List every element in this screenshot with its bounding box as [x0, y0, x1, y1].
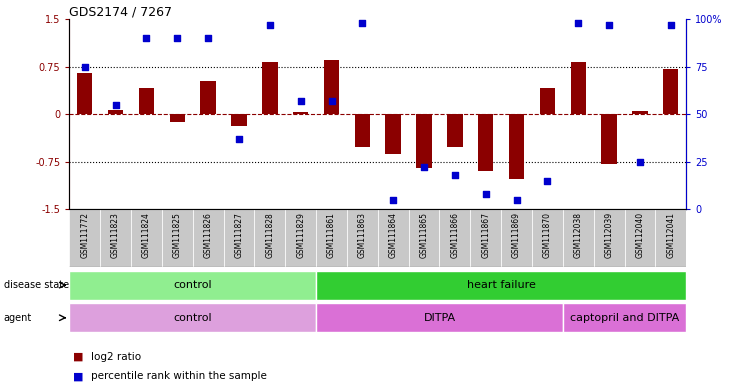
Bar: [223, 209, 255, 267]
Bar: [162, 209, 193, 267]
Bar: [193, 209, 223, 267]
Text: GSM111864: GSM111864: [388, 212, 398, 258]
Bar: [478, 114, 493, 171]
Bar: [69, 271, 316, 300]
Bar: [355, 114, 370, 147]
Point: [480, 191, 491, 197]
Text: disease state: disease state: [4, 280, 69, 290]
Bar: [532, 209, 563, 267]
Text: agent: agent: [4, 313, 32, 323]
Bar: [447, 114, 463, 147]
Bar: [100, 209, 131, 267]
Text: GSM111827: GSM111827: [234, 212, 244, 258]
Text: GSM111828: GSM111828: [265, 212, 274, 258]
Text: GSM111826: GSM111826: [204, 212, 212, 258]
Point: [388, 197, 399, 203]
Bar: [262, 62, 277, 114]
Text: percentile rank within the sample: percentile rank within the sample: [91, 371, 267, 381]
Text: GSM111824: GSM111824: [142, 212, 151, 258]
Bar: [293, 112, 308, 114]
Text: DITPA: DITPA: [423, 313, 456, 323]
Text: GSM112038: GSM112038: [574, 212, 583, 258]
Bar: [501, 209, 532, 267]
Bar: [656, 209, 686, 267]
Point: [542, 178, 553, 184]
Text: GSM111825: GSM111825: [173, 212, 182, 258]
Bar: [69, 303, 316, 332]
Text: GSM111772: GSM111772: [80, 212, 89, 258]
Bar: [385, 114, 401, 154]
Bar: [593, 209, 624, 267]
Point: [233, 136, 245, 142]
Bar: [539, 88, 555, 114]
Bar: [108, 110, 123, 114]
Point: [141, 35, 153, 41]
Bar: [77, 73, 93, 114]
Point: [603, 22, 615, 28]
Text: GDS2174 / 7267: GDS2174 / 7267: [69, 5, 172, 18]
Text: control: control: [174, 280, 212, 290]
Point: [665, 22, 677, 28]
Text: GSM111869: GSM111869: [512, 212, 521, 258]
Text: GSM111865: GSM111865: [420, 212, 429, 258]
Bar: [316, 303, 563, 332]
Point: [356, 20, 368, 26]
Text: ■: ■: [73, 371, 83, 381]
Text: GSM111861: GSM111861: [327, 212, 336, 258]
Bar: [571, 62, 586, 114]
Point: [418, 164, 430, 170]
Text: GSM112041: GSM112041: [666, 212, 675, 258]
Text: GSM111867: GSM111867: [481, 212, 491, 258]
Bar: [131, 209, 162, 267]
Text: heart failure: heart failure: [466, 280, 536, 290]
Point: [449, 172, 461, 178]
Text: control: control: [174, 313, 212, 323]
Text: GSM111866: GSM111866: [450, 212, 459, 258]
Bar: [316, 271, 686, 300]
Bar: [139, 88, 154, 114]
Text: GSM111823: GSM111823: [111, 212, 120, 258]
Text: GSM112040: GSM112040: [635, 212, 645, 258]
Text: log2 ratio: log2 ratio: [91, 352, 142, 362]
Bar: [470, 209, 501, 267]
Point: [511, 197, 523, 203]
Text: captopril and DITPA: captopril and DITPA: [570, 313, 679, 323]
Bar: [439, 209, 470, 267]
Bar: [563, 209, 593, 267]
Bar: [625, 209, 656, 267]
Point: [572, 20, 584, 26]
Bar: [602, 114, 617, 164]
Bar: [231, 114, 247, 126]
Bar: [409, 209, 439, 267]
Point: [326, 98, 337, 104]
Text: GSM111863: GSM111863: [358, 212, 367, 258]
Bar: [285, 209, 316, 267]
Text: GSM112039: GSM112039: [604, 212, 614, 258]
Bar: [201, 81, 216, 114]
Bar: [663, 69, 678, 114]
Bar: [378, 209, 409, 267]
Point: [172, 35, 183, 41]
Bar: [563, 303, 686, 332]
Text: ■: ■: [73, 352, 83, 362]
Bar: [169, 114, 185, 122]
Point: [264, 22, 276, 28]
Bar: [347, 209, 378, 267]
Bar: [316, 209, 347, 267]
Point: [110, 102, 121, 108]
Point: [295, 98, 307, 104]
Bar: [509, 114, 524, 179]
Text: GSM111829: GSM111829: [296, 212, 305, 258]
Point: [634, 159, 646, 165]
Bar: [69, 209, 100, 267]
Bar: [632, 111, 648, 114]
Bar: [254, 209, 285, 267]
Text: GSM111870: GSM111870: [543, 212, 552, 258]
Bar: [416, 114, 431, 168]
Bar: [324, 60, 339, 114]
Point: [202, 35, 214, 41]
Point: [79, 64, 91, 70]
